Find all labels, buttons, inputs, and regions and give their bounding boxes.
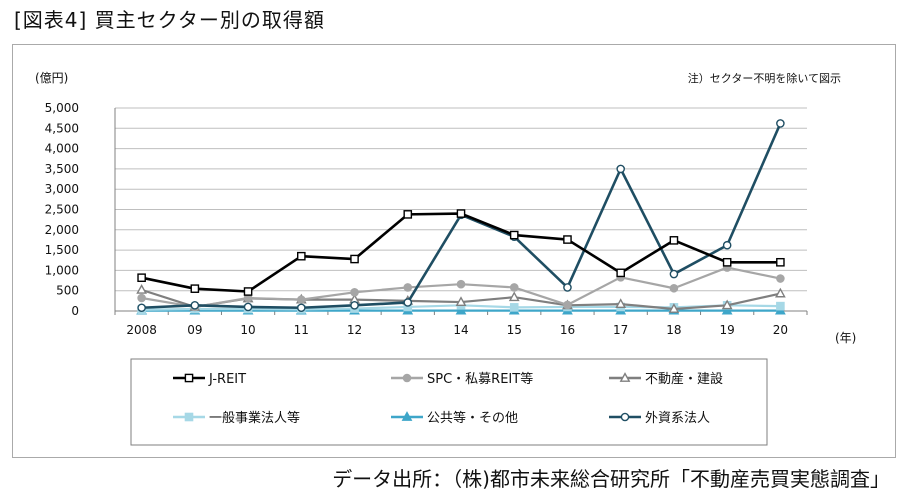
x-tick-label: 2008 — [126, 323, 157, 337]
data-point — [615, 298, 627, 308]
x-tick-label: 16 — [560, 323, 575, 337]
data-point — [776, 301, 785, 311]
y-axis-label: (億円) — [35, 71, 68, 85]
data-point — [350, 301, 359, 310]
legend-label: SPC・私募REIT等 — [427, 371, 533, 387]
data-point — [190, 284, 200, 293]
data-point — [563, 283, 572, 292]
data-point — [243, 302, 253, 312]
y-tick-label: 3,500 — [45, 162, 79, 176]
y-tick-label: 1,500 — [45, 243, 79, 257]
data-point — [563, 300, 572, 310]
data-point — [776, 257, 785, 267]
chart-frame: 0 500 1,000 1,500 2,000 2,500 3,000 3,500 4,000 4… — [12, 44, 896, 458]
source-credit: データ出所：（株)都市未来総合研究所「不動産売買実態調査」 — [332, 467, 890, 491]
data-point — [721, 304, 733, 315]
data-point — [776, 119, 785, 128]
chart-note: 注）セクター不明を除いて図示 — [688, 71, 841, 85]
data-point — [243, 287, 253, 296]
legend-label: J-REIT — [208, 372, 246, 387]
x-axis-label: (年) — [835, 331, 856, 345]
legend-label: 外資系法人 — [645, 411, 710, 426]
data-point — [563, 235, 572, 244]
x-tick-label: 13 — [400, 323, 415, 337]
legend-marker — [402, 373, 412, 383]
data-point — [297, 251, 306, 261]
legend-box — [130, 358, 768, 446]
legend-marker — [184, 412, 194, 422]
data-point — [137, 303, 146, 313]
legend-label: 一般事業法人等 — [209, 410, 300, 426]
x-tick-label: 14 — [453, 323, 468, 337]
x-tick-label: 09 — [187, 323, 202, 337]
x-tick-label: 11 — [294, 323, 309, 337]
data-point — [722, 257, 732, 267]
data-point — [455, 304, 467, 315]
data-point — [722, 240, 732, 250]
data-point — [774, 287, 786, 298]
y-tick-label: 500 — [56, 284, 79, 298]
y-tick-label: 2,000 — [45, 223, 79, 237]
data-point — [509, 230, 519, 240]
data-point — [721, 299, 733, 310]
y-tick-label: 5,000 — [45, 101, 79, 115]
y-tick-label: 3,000 — [45, 182, 79, 196]
x-tick-label: 19 — [720, 323, 735, 337]
data-point — [509, 303, 519, 312]
series-line — [141, 212, 781, 293]
data-point — [403, 210, 413, 219]
legend-marker — [401, 411, 413, 421]
data-point — [456, 279, 466, 289]
data-point — [509, 283, 519, 292]
y-tick-label: 4,000 — [45, 142, 79, 156]
legend-label: 不動産・建設 — [645, 371, 723, 387]
page-title: [図表4] 買主セクター別の取得額 — [14, 8, 325, 32]
data-point — [136, 284, 148, 294]
data-point — [137, 293, 146, 303]
data-point — [616, 268, 625, 278]
data-point — [776, 274, 785, 283]
data-point — [403, 298, 413, 307]
x-tick-label: 18 — [666, 323, 681, 337]
x-tick-label: 17 — [613, 323, 628, 337]
y-tick-label: 2,500 — [45, 203, 79, 217]
data-point — [669, 269, 679, 279]
data-point — [350, 254, 359, 264]
data-point — [350, 288, 359, 297]
data-point — [403, 283, 413, 292]
x-tick-label: 20 — [773, 323, 788, 337]
data-point — [297, 295, 306, 304]
y-tick-label: 4,500 — [45, 121, 79, 135]
legend-label: 公共等・その他 — [427, 410, 518, 426]
data-point — [668, 303, 680, 313]
y-tick-label: 0 — [71, 304, 79, 318]
legend-marker — [620, 412, 630, 422]
legend-marker — [184, 373, 194, 383]
x-tick-label: 15 — [507, 323, 522, 337]
y-tick-label: 1,000 — [45, 263, 79, 277]
data-point — [616, 164, 625, 174]
data-point — [669, 283, 679, 293]
data-point — [508, 291, 520, 302]
data-point — [137, 273, 146, 283]
data-point — [669, 236, 679, 245]
data-point — [297, 303, 306, 313]
line-chart: 0 500 1,000 1,500 2,000 2,500 3,000 3,500 4,000 4… — [35, 71, 856, 446]
data-point — [455, 296, 467, 306]
x-tick-label: 12 — [347, 323, 362, 337]
data-point — [456, 209, 466, 218]
legend-marker — [619, 372, 631, 382]
data-point — [190, 301, 200, 310]
x-tick-label: 10 — [240, 323, 255, 337]
